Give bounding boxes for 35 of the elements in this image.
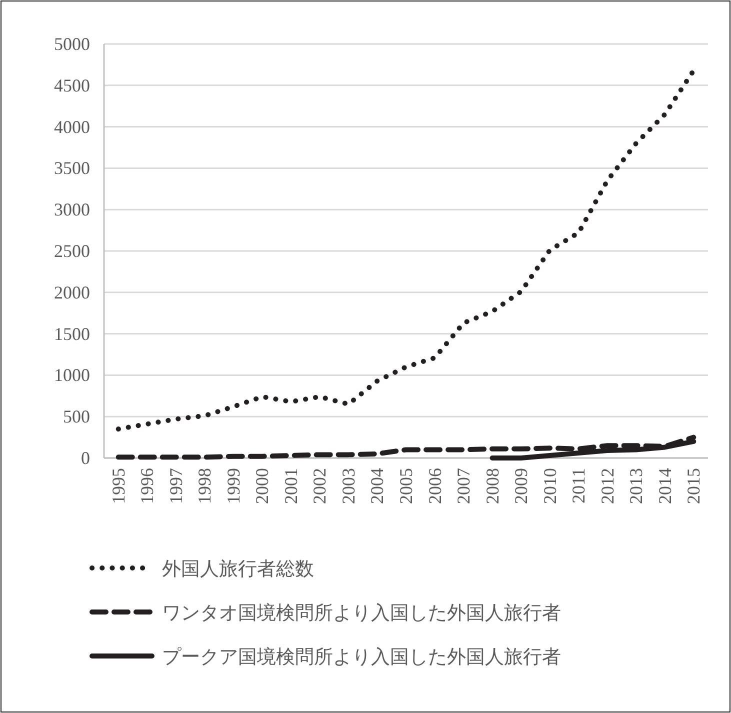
x-tick-label: 2009: [511, 468, 532, 504]
x-tick-label: 2008: [482, 468, 502, 504]
x-tick-label: 2007: [454, 468, 474, 504]
y-tick-label: 1500: [54, 324, 90, 344]
y-tick-label: 3000: [54, 200, 90, 220]
y-tick-label: 1000: [54, 365, 90, 386]
x-tick-label: 2006: [424, 468, 445, 504]
y-tick-label: 0: [81, 448, 90, 468]
y-tick-label: 2000: [54, 282, 90, 302]
x-tick-label: 2003: [338, 468, 358, 504]
x-tick-label: 2010: [540, 468, 560, 504]
x-tick-label: 2000: [252, 468, 272, 504]
y-tick-label: 4000: [54, 116, 90, 137]
y-tick-label: 4500: [54, 75, 90, 96]
x-tick-label: 2004: [367, 468, 388, 504]
x-tick-label: 1999: [223, 468, 244, 504]
x-tick-label: 2015: [684, 468, 704, 504]
x-tick-label: 2012: [597, 468, 618, 504]
x-tick-label: 2013: [626, 468, 646, 504]
x-tick-label: 1997: [166, 468, 186, 504]
y-tick-label: 5000: [54, 34, 90, 54]
legend-label: 外国人旅行者総数: [162, 559, 314, 580]
x-tick-label: 2011: [568, 468, 589, 504]
x-tick-label: 2005: [396, 468, 416, 504]
x-tick-label: 1995: [108, 468, 128, 504]
x-tick-label: 1996: [137, 468, 158, 504]
legend-label: プークア国境検問所より入国した外国人旅行者: [162, 646, 561, 668]
x-tick-label: 1998: [194, 468, 215, 504]
x-tick-label: 2001: [280, 468, 301, 504]
y-tick-label: 3500: [54, 158, 90, 178]
y-tick-label: 2500: [54, 241, 90, 261]
x-tick-label: 2002: [310, 468, 330, 504]
legend-label: ワンタオ国境検問所より入国した外国人旅行者: [162, 602, 561, 624]
y-tick-label: 500: [63, 406, 90, 427]
x-tick-label: 2014: [654, 468, 675, 504]
